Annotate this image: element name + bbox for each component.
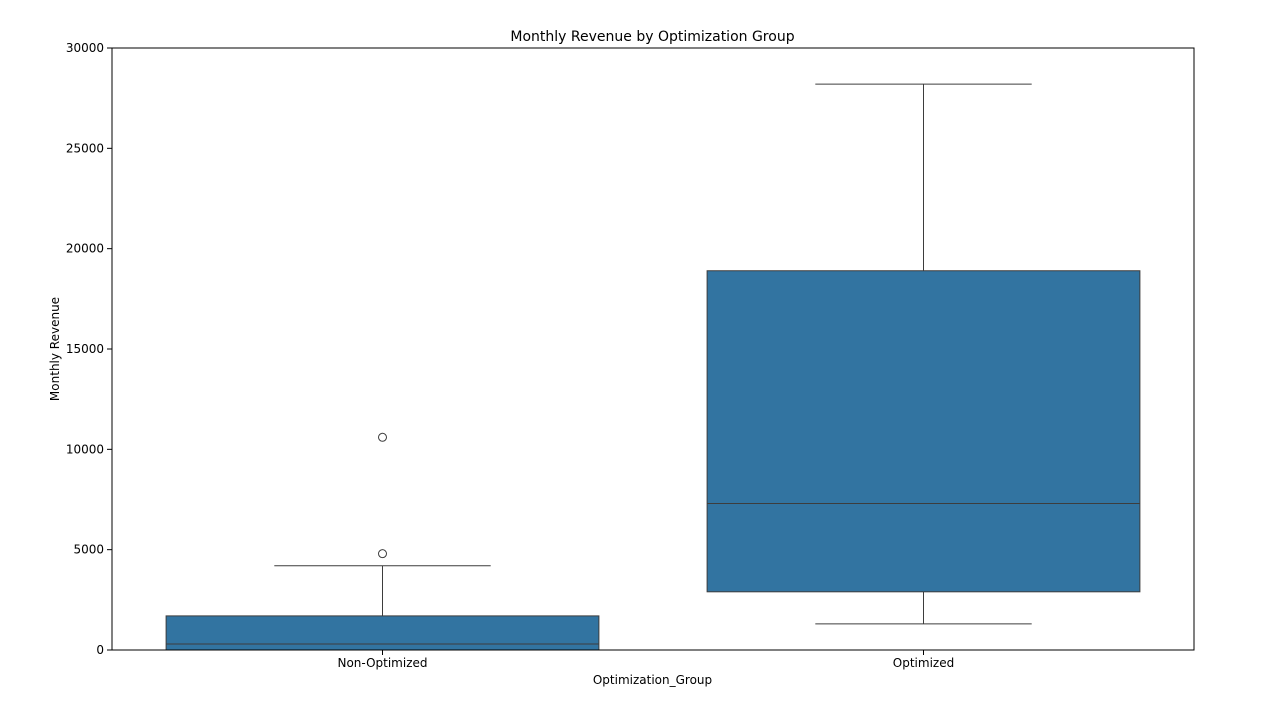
x-tick-label: Non-Optimized	[337, 656, 427, 670]
box-iqr	[706, 270, 1141, 593]
box-group-non-optimized	[165, 432, 600, 651]
chart-title: Monthly Revenue by Optimization Group	[510, 29, 794, 45]
outlier-point	[378, 432, 387, 442]
x-axis-label: Optimization_Group	[593, 673, 712, 687]
box-group-optimized	[706, 83, 1141, 625]
box-iqr	[165, 615, 600, 651]
x-axis: Non-Optimized Optimized	[337, 650, 954, 670]
y-tick-label: 25000	[66, 141, 104, 155]
y-axis: 0 5000 10000 15000 20000 25000 30000	[66, 41, 112, 657]
y-tick-label: 20000	[66, 242, 104, 256]
y-tick-label: 5000	[73, 543, 104, 557]
y-tick-label: 15000	[66, 342, 104, 356]
x-tick-label: Optimized	[893, 656, 954, 670]
y-tick-label: 10000	[66, 442, 104, 456]
plot-area	[111, 47, 1195, 651]
y-tick-label: 30000	[66, 41, 104, 55]
y-axis-label: Monthly Revenue	[48, 297, 62, 401]
y-tick-label: 0	[96, 643, 104, 657]
outlier-point	[378, 549, 387, 559]
